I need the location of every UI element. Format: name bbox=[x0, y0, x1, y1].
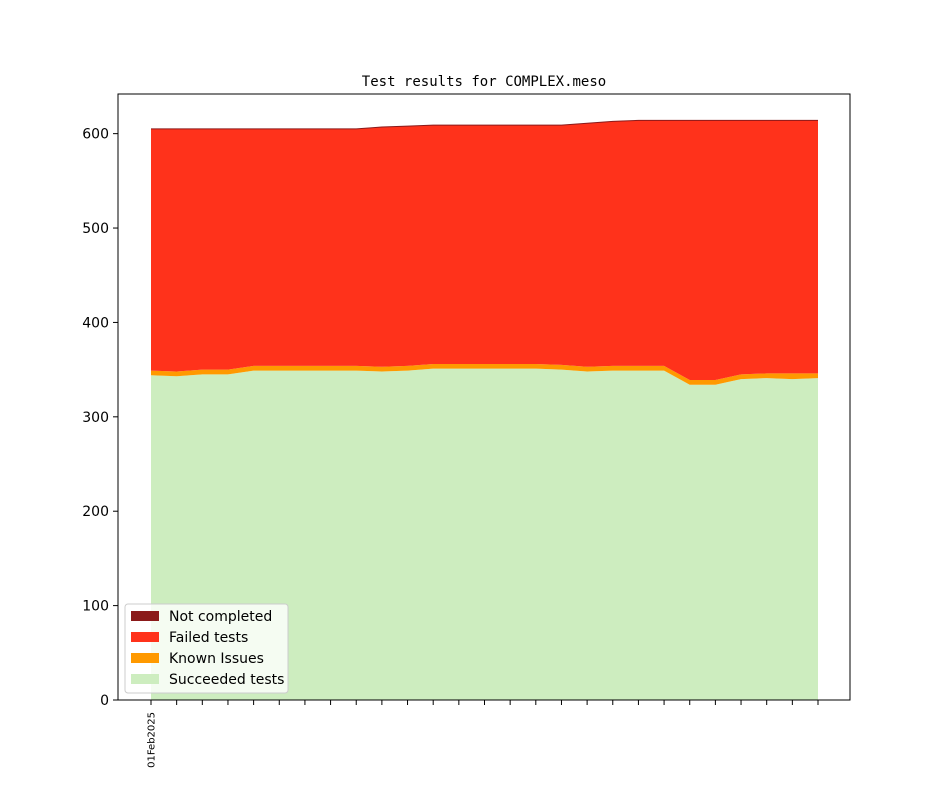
legend-label-succeeded-tests: Succeeded tests bbox=[169, 672, 284, 688]
legend-swatch-succeeded-tests bbox=[131, 674, 159, 684]
area-top-edge bbox=[151, 119, 818, 130]
x-axis: 01Feb2025 bbox=[147, 700, 819, 768]
legend-box bbox=[124, 603, 289, 694]
area-known-issues bbox=[151, 363, 818, 385]
y-tick-label: 300 bbox=[82, 410, 109, 426]
legend: Not completed Failed tests Known Issues Suc… bbox=[124, 603, 289, 694]
area-succeeded-tests bbox=[151, 368, 818, 700]
y-tick-label: 200 bbox=[82, 504, 109, 520]
plot-frame bbox=[117, 93, 851, 701]
area-series-group bbox=[151, 119, 818, 700]
y-tick-label: 0 bbox=[100, 693, 109, 709]
legend-swatch-known-issues bbox=[131, 653, 159, 663]
legend-label-known-issues: Known Issues bbox=[169, 651, 264, 667]
chart-title: Test results for COMPLEX.meso bbox=[362, 74, 606, 90]
area-failed-tests bbox=[151, 120, 818, 381]
legend-swatch-failed-tests bbox=[131, 632, 159, 642]
y-tick-label: 400 bbox=[82, 315, 109, 331]
y-axis: 0 100 200 300 400 500 600 bbox=[82, 127, 118, 709]
x-tick-label: 01Feb2025 bbox=[147, 712, 158, 768]
y-tick-label: 100 bbox=[82, 599, 109, 615]
y-tick-label: 500 bbox=[82, 221, 109, 237]
y-tick-label: 600 bbox=[82, 127, 109, 143]
legend-swatch-not-completed bbox=[131, 611, 159, 621]
legend-label-not-completed: Not completed bbox=[169, 609, 272, 625]
legend-label-failed-tests: Failed tests bbox=[169, 630, 248, 646]
